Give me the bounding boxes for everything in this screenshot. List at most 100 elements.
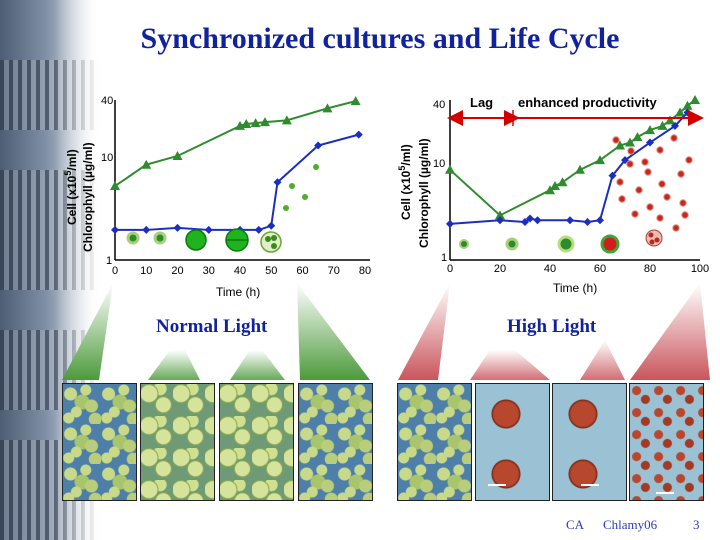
chlorophyll-point xyxy=(141,159,152,169)
x-tick-label: 40 xyxy=(234,265,246,277)
left-ytick-40: 40 xyxy=(101,95,113,107)
zoom-wedge-high-2 xyxy=(470,350,550,380)
red-cell xyxy=(626,160,634,168)
left-xlabel: Time (h) xyxy=(216,285,260,299)
x-tick-label: 80 xyxy=(359,265,371,277)
red-cell xyxy=(677,170,685,178)
x-tick-label: 70 xyxy=(328,265,340,277)
cell-point xyxy=(267,221,276,230)
x-tick-label: 20 xyxy=(494,263,506,275)
scale-bar xyxy=(581,484,599,486)
micrograph-high-4 xyxy=(629,383,704,501)
right-xlabel: Time (h) xyxy=(553,281,597,295)
cell-point xyxy=(566,216,574,225)
chlorophyll-point xyxy=(322,103,333,113)
red-cell-cluster xyxy=(612,134,693,232)
micrograph-normal-1 xyxy=(62,383,137,501)
cell-point xyxy=(526,214,534,223)
right-ytick-1: 1 xyxy=(441,252,447,264)
cell-point xyxy=(354,130,363,139)
chlorophyll-point xyxy=(595,155,605,165)
red-cell xyxy=(658,180,666,188)
zoom-wedge-normal-3 xyxy=(230,350,285,380)
right-ylabel-chlorophyll: Chlorophyll (µg/ml) xyxy=(417,138,431,248)
chlorophyll-point xyxy=(110,181,120,191)
x-tick-label: 60 xyxy=(296,265,308,277)
red-cell xyxy=(670,134,678,142)
zoom-wedge-normal-2 xyxy=(148,350,200,380)
chlorophyll-point xyxy=(557,177,568,187)
right-ytick-10: 10 xyxy=(433,158,445,170)
left-ytick-1: 1 xyxy=(106,255,112,267)
chlorophyll-point xyxy=(260,117,270,127)
normal-light-label: Normal Light xyxy=(156,316,268,337)
micrograph-normal-2 xyxy=(140,383,215,501)
high-light-label: High Light xyxy=(507,316,597,337)
cell-point xyxy=(533,216,542,225)
micrograph-normal-4 xyxy=(298,383,373,501)
zoom-wedge-normal-1 xyxy=(62,283,113,380)
chlorophyll-point xyxy=(682,100,693,110)
chlorophyll-point xyxy=(657,120,668,130)
micrograph-high-3 xyxy=(552,383,627,501)
cell-point xyxy=(521,218,529,227)
red-cell xyxy=(672,224,680,232)
cell-point xyxy=(273,178,282,187)
chlorophyll-point xyxy=(350,96,361,106)
x-tick-label: 0 xyxy=(112,265,118,277)
x-tick-label: 20 xyxy=(171,265,183,277)
cell-point xyxy=(496,216,504,225)
normal-light-cell-illustrations xyxy=(126,164,319,253)
annotation-enhanced-productivity: enhanced productivity xyxy=(518,95,657,110)
cell-point xyxy=(608,171,617,180)
x-tick-label: 30 xyxy=(203,265,215,277)
zoom-wedge-high-1 xyxy=(398,283,450,380)
cell-point xyxy=(596,216,604,225)
red-cell xyxy=(641,158,649,166)
slide-title: Synchronized cultures and Life Cycle xyxy=(140,22,620,55)
red-cell xyxy=(616,178,624,186)
micrograph-high-1 xyxy=(397,383,472,501)
cell-point xyxy=(204,225,213,234)
annotation-lag: Lag xyxy=(470,95,493,110)
chlorophyll-point xyxy=(545,185,555,195)
x-tick-label: 50 xyxy=(265,265,277,277)
chlorophyll-point xyxy=(615,140,625,150)
micrograph-normal-3 xyxy=(219,383,294,501)
left-x-ticks: 0 10 20 30 40 50 60 70 80 xyxy=(112,265,371,277)
right-ytick-40: 40 xyxy=(433,99,445,111)
red-cell xyxy=(663,193,671,201)
right-x-ticks: 0 20 40 60 80 100 xyxy=(447,263,709,275)
footer-course: Chlamy06 xyxy=(603,517,658,532)
scale-bar xyxy=(656,492,674,494)
cell-point xyxy=(314,141,323,150)
zoom-wedge-normal-4 xyxy=(297,283,370,380)
chlorophyll-point xyxy=(550,181,560,191)
page-number: 3 xyxy=(693,517,700,532)
x-tick-label: 60 xyxy=(594,263,606,275)
x-tick-label: 10 xyxy=(140,265,152,277)
cell-point xyxy=(111,225,119,234)
x-tick-label: 100 xyxy=(691,263,709,275)
x-tick-label: 80 xyxy=(644,263,656,275)
red-cell xyxy=(681,211,689,219)
footer-author: CA xyxy=(566,517,585,532)
red-cell xyxy=(644,168,652,176)
left-ylabel-chlorophyll: Chlorophyll (µg/ml) xyxy=(81,142,95,252)
chlorophyll-point xyxy=(575,164,585,174)
cell-point xyxy=(173,223,182,232)
chlorophyll-point xyxy=(675,107,685,117)
red-cell xyxy=(685,156,693,164)
red-cell xyxy=(631,210,639,218)
chlorophyll-point xyxy=(445,164,455,174)
right-ylabel-cell: Cell (x105/ml) xyxy=(397,144,413,220)
chlorophyll-point xyxy=(690,95,700,104)
red-cell xyxy=(612,136,620,144)
chlorophyll-point xyxy=(632,132,643,142)
left-plot-area xyxy=(110,96,363,234)
x-tick-label: 40 xyxy=(544,263,556,275)
red-cell xyxy=(618,195,626,203)
cell-point xyxy=(583,218,592,227)
chlorophyll-point xyxy=(250,118,261,128)
